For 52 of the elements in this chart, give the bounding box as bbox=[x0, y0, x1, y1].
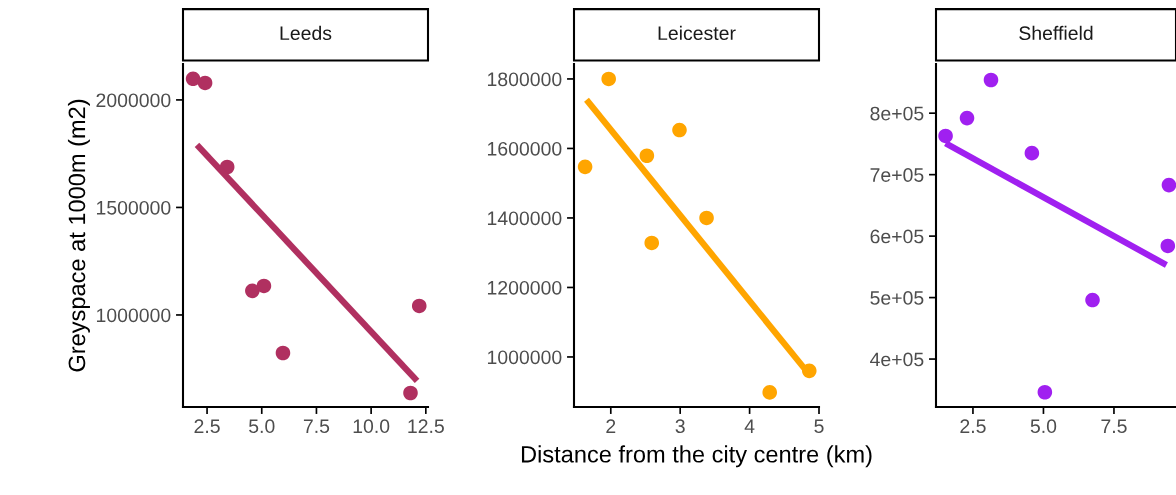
chart-title: Leeds bbox=[280, 25, 332, 41]
x-tick-label: 2.5 bbox=[194, 419, 220, 434]
y-tick-label: 1000000 bbox=[96, 308, 171, 323]
point bbox=[411, 298, 427, 314]
point bbox=[256, 278, 272, 294]
y-tick-label: 1400000 bbox=[487, 211, 562, 226]
point bbox=[185, 71, 201, 87]
point bbox=[577, 159, 593, 175]
y-tick-label: 4e+05 bbox=[870, 352, 924, 367]
y-tick-label: 8e+05 bbox=[870, 106, 924, 121]
point bbox=[983, 72, 999, 88]
point bbox=[959, 110, 975, 126]
point bbox=[601, 71, 616, 87]
point bbox=[644, 235, 660, 251]
y-tick-label: 1800000 bbox=[487, 72, 562, 87]
point bbox=[275, 345, 291, 361]
x-tick-label: 7.5 bbox=[1101, 419, 1127, 434]
point bbox=[197, 75, 213, 91]
y-tick-label: 1200000 bbox=[487, 280, 562, 295]
chart-title: Sheffield bbox=[1019, 25, 1093, 41]
x-tick-label: 2.5 bbox=[960, 419, 986, 434]
point bbox=[245, 283, 260, 299]
point bbox=[1160, 238, 1176, 254]
chart-title: Leicester bbox=[658, 25, 736, 41]
point bbox=[1024, 145, 1040, 161]
point bbox=[938, 128, 953, 144]
x-tick-label: 10.0 bbox=[353, 419, 390, 434]
x-tick-label: 5.0 bbox=[1030, 419, 1057, 434]
x-tick-label: 5 bbox=[814, 419, 824, 434]
point bbox=[672, 122, 687, 138]
y-tick-label: 1000000 bbox=[487, 350, 562, 365]
x-tick-label: 12.5 bbox=[408, 419, 444, 434]
point bbox=[639, 148, 655, 164]
y-tick-label: 1600000 bbox=[487, 141, 562, 156]
x-tick-label: 5.0 bbox=[249, 419, 275, 434]
y-tick-label: 1500000 bbox=[96, 200, 171, 215]
y-tick-label: 5e+05 bbox=[870, 291, 924, 305]
point bbox=[1037, 384, 1053, 400]
y-tick-label: 2000000 bbox=[96, 93, 171, 108]
x-tick-label: 3 bbox=[675, 419, 685, 434]
point bbox=[699, 210, 714, 226]
x-tick-label: 7.5 bbox=[303, 419, 330, 434]
point bbox=[1085, 292, 1100, 308]
y-tick-label: 7e+05 bbox=[870, 168, 924, 182]
x-tick-label: 2 bbox=[606, 419, 616, 433]
point bbox=[1161, 177, 1176, 193]
y-axis-title: Greyspace at 1000m (m2) bbox=[67, 99, 90, 372]
point bbox=[403, 385, 418, 401]
y-tick-label: 6e+05 bbox=[870, 229, 924, 244]
x-axis-title: Distance from the city centre (km) bbox=[521, 445, 872, 468]
point bbox=[762, 385, 778, 400]
x-tick-label: 4 bbox=[744, 419, 755, 433]
